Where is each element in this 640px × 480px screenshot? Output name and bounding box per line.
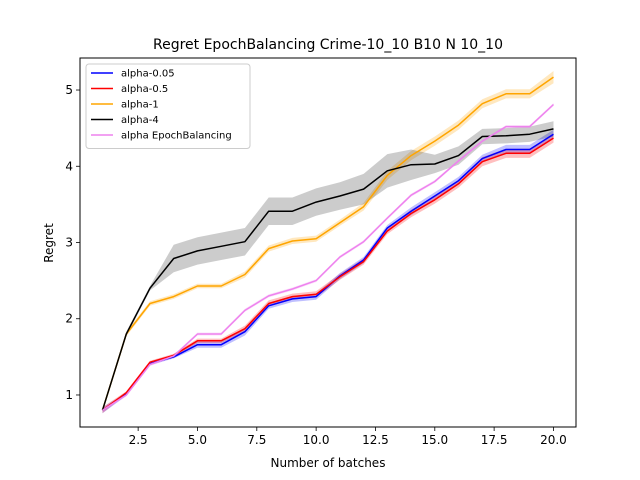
legend-label: alpha-0.05: [121, 69, 175, 80]
x-tick-label: 10.0: [303, 433, 330, 447]
y-tick-label: 5: [65, 83, 73, 97]
legend-label: alpha-4: [121, 115, 159, 126]
x-tick-label: 7.5: [247, 433, 266, 447]
legend-box: [85, 63, 251, 149]
x-axis-label: Number of batches: [271, 456, 386, 470]
legend: alpha-0.05 alpha-0.5 alpha-1 alpha-4 alpha E…: [85, 63, 251, 149]
y-tick-label: 3: [65, 236, 73, 250]
x-tick-label: 2.5: [129, 433, 148, 447]
series-line-2: [101, 76, 554, 411]
legend-label: alpha-1: [121, 100, 159, 111]
y-axis-ticks: 1 2 3 4 5: [65, 83, 80, 402]
series-lines: [101, 76, 555, 411]
y-tick-label: 1: [65, 388, 73, 402]
legend-label: alpha EpochBalancing: [121, 131, 232, 142]
series-line-3: [101, 128, 554, 411]
x-tick-label: 5.0: [188, 433, 207, 447]
y-tick-label: 4: [65, 159, 73, 173]
legend-label: alpha-0.5: [121, 84, 168, 95]
y-axis-label: Regret: [42, 223, 56, 263]
x-tick-label: 15.0: [421, 433, 448, 447]
x-tick-label: 20.0: [540, 433, 567, 447]
series-line-4: [102, 103, 555, 411]
series-band-0: [102, 129, 554, 414]
x-axis-ticks: 2.5 5.0 7.5 10.0 12.5 15.0 17.5 20.0: [129, 427, 567, 447]
y-tick-label: 2: [65, 312, 73, 326]
x-tick-label: 12.5: [362, 433, 389, 447]
x-tick-label: 17.5: [481, 433, 508, 447]
chart-title: Regret EpochBalancing Crime-10_10 B10 N …: [153, 37, 503, 53]
